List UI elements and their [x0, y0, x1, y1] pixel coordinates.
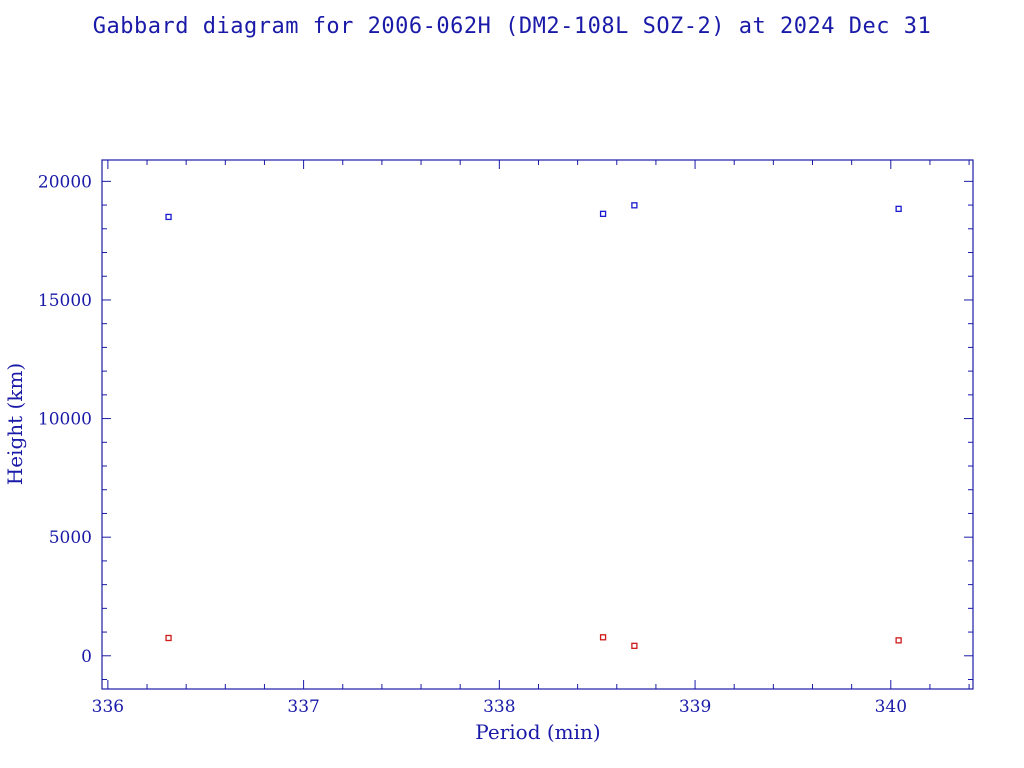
y-tick-label: 10000: [38, 410, 92, 430]
x-tick-label: 336: [92, 697, 124, 717]
y-tick-label: 15000: [38, 291, 92, 311]
x-tick-label: 337: [287, 697, 319, 717]
x-tick-label: 339: [679, 697, 711, 717]
chart-title: Gabbard diagram for 2006-062H (DM2-108L …: [92, 14, 932, 39]
plot-frame: [101, 159, 974, 690]
apogee-point: [631, 202, 638, 209]
y-tick-label: 5000: [49, 528, 92, 548]
y-axis-label: Height (km): [3, 363, 27, 485]
apogee-point: [895, 205, 902, 213]
y-tick-label: 0: [81, 647, 92, 667]
y-tick-label: 20000: [38, 172, 92, 192]
perigee-point: [599, 634, 607, 641]
chart-ticks: 336 337 338 339 340 0 5000 10000 15000 20000: [38, 160, 973, 717]
chart-axes: [101, 159, 974, 690]
perigee-point: [165, 634, 172, 642]
apogee-point: [599, 210, 607, 217]
x-tick-label: 340: [875, 697, 907, 717]
chart-points: [165, 202, 902, 649]
x-tick-label: 338: [483, 697, 515, 717]
x-axis-label: Period (min): [475, 720, 600, 744]
perigee-point: [631, 642, 638, 649]
perigee-point: [895, 637, 902, 644]
apogee-point: [165, 213, 172, 221]
